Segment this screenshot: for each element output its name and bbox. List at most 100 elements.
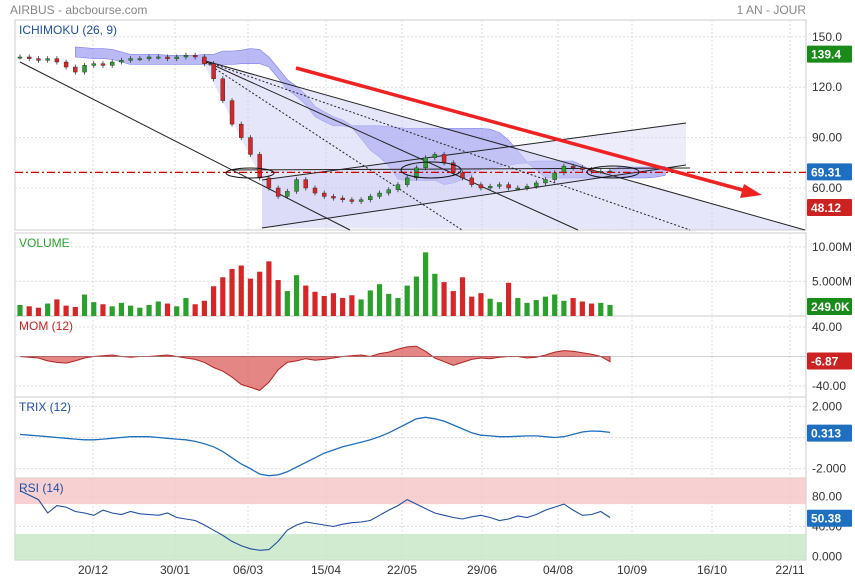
candle-body (423, 157, 428, 169)
candle-body (312, 187, 318, 194)
price-candles (17, 52, 613, 204)
y-tick-label: 10.00M (812, 240, 852, 254)
x-tick-label: 06/03 (233, 563, 263, 577)
price-annotations (15, 66, 806, 198)
volume-bar (81, 294, 88, 316)
volume-bar (266, 261, 272, 316)
volume-bar (533, 300, 539, 316)
volume-bar (561, 300, 567, 316)
volume-bar (174, 306, 180, 316)
volume-bar (404, 285, 410, 316)
candle-body (63, 61, 69, 68)
volume-bar (505, 282, 512, 316)
candle-body (36, 58, 41, 61)
volume-bar (146, 304, 152, 316)
highlight-ellipse (400, 161, 462, 179)
candle-body (82, 65, 87, 73)
ichimoku-cloud (75, 46, 666, 185)
x-tick-label: 15/04 (311, 563, 341, 577)
volume-bar (441, 282, 447, 316)
candle-body (515, 187, 521, 190)
volume-badge: 249.0K (811, 300, 850, 314)
period-label: 1 AN - JOUR (737, 3, 807, 17)
candle-body (100, 63, 106, 66)
rsi-oversold-zone (15, 533, 806, 560)
volume-bar (524, 302, 530, 316)
y-tick-label: 80.00 (812, 490, 842, 504)
volume-bar (238, 265, 244, 316)
candle-body (192, 55, 198, 58)
volume-bar (128, 305, 134, 316)
panel-title-momentum: MOM (12) (19, 319, 73, 333)
trend-line (201, 59, 806, 231)
trix-line (19, 416, 611, 477)
volume-bar (118, 302, 125, 316)
trix-badge: 0.313 (811, 427, 841, 441)
x-tick-label: 10/09 (617, 563, 647, 577)
volume-bar (349, 295, 355, 316)
volume-bar (72, 307, 78, 316)
trix-badge-bg (807, 424, 852, 442)
volume-bar (579, 301, 585, 316)
candle-body (552, 172, 557, 180)
candle-body (54, 58, 60, 63)
candle-body (27, 56, 32, 59)
candle-body (340, 197, 345, 200)
rsi-overbought-zone (15, 478, 806, 505)
candle-body (331, 196, 336, 199)
candle-body (543, 179, 548, 184)
volume-bar (17, 304, 23, 316)
candle-body (45, 58, 50, 61)
candle-body (220, 78, 226, 101)
x-tick-label: 30/01 (160, 563, 190, 577)
candle-body (248, 137, 253, 155)
y-axes: 150.0 120.0 90.00 60.00 10.00M 5.000M 40.00 -40… (807, 30, 852, 563)
trend-arrow-line (295, 66, 751, 194)
candle-body (358, 199, 364, 202)
candle-body (322, 192, 327, 197)
volume-bar (155, 301, 161, 316)
volume-bar (496, 302, 502, 316)
panel-titles: ICHIMOKU (26, 9) VOLUME MOM (12) TRIX (12) R… (19, 23, 117, 495)
volume-bar (220, 277, 226, 316)
y-tick-label: 150.0 (812, 30, 842, 44)
x-tick-label: 22/11 (775, 563, 804, 577)
trend-line (261, 122, 687, 181)
chart-title: AIRBUS - abcbourse.com (10, 3, 147, 17)
volume-bar (247, 278, 254, 316)
candle-body (506, 184, 511, 189)
candle-body (580, 167, 585, 170)
candle-body (404, 177, 410, 185)
candle-body (395, 184, 401, 190)
volume-bar (210, 286, 217, 316)
y-tick-label: 90.00 (812, 131, 842, 145)
candle-body (487, 186, 493, 189)
trend-line (201, 59, 579, 231)
candle-body (266, 177, 272, 189)
x-tick-label: 16/10 (697, 563, 727, 577)
volume-bar (35, 307, 42, 316)
candle-body (377, 192, 382, 197)
candle-body (570, 165, 576, 169)
volume-bar (358, 299, 364, 316)
volume-bar (487, 298, 493, 316)
reference-level-badge: 69.31 (811, 165, 841, 179)
momentum-badge-bg (807, 352, 852, 370)
channel-shade-upper (262, 123, 686, 228)
reference-level-badge-bg (807, 163, 852, 181)
volume-bar (598, 302, 604, 316)
ichimoku-kumo (75, 46, 666, 185)
panel-frame-price (14, 19, 807, 231)
candle-body (128, 58, 133, 61)
candle-body (368, 196, 373, 200)
candle-body (156, 56, 161, 59)
volume-bar (395, 298, 401, 316)
volume-bar (257, 271, 263, 316)
volume-bar (63, 305, 69, 316)
candle-body (137, 58, 143, 61)
candle-body (165, 56, 170, 59)
highlight-ellipse (225, 167, 275, 179)
candle-body (229, 100, 235, 125)
volume-bar (192, 304, 198, 316)
trend-channel (19, 59, 806, 231)
